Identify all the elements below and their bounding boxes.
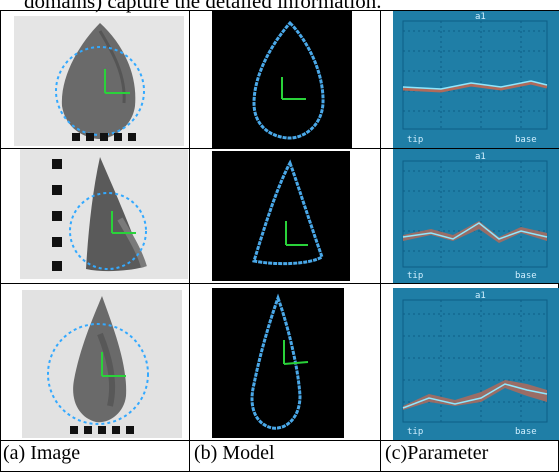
top-text: domains) capture the detailed informatio… [24,0,382,13]
artifact-photo-2 [0,149,189,283]
plot-title: a1 [475,291,486,301]
row-divider [0,283,559,284]
parameter-plot-2: a1 tip base [381,149,559,283]
contour-model-3 [190,284,380,440]
plot-xlabel-left: tip [407,427,423,437]
plot-xlabel-right: base [515,271,537,281]
caption-model: (b) Model [194,442,275,464]
caption-image: (a) Image [3,442,81,464]
plot-title: a1 [475,12,486,22]
plot-title: a1 [475,152,486,162]
artifact-photo-3 [0,284,189,440]
contour-model-1 [190,11,380,148]
contour-model-2 [190,149,380,283]
column-divider [380,10,381,472]
artifact-photo-1 [0,11,189,148]
parameter-plot-3: a1 tip base [381,284,559,440]
plot-xlabel-right: base [515,427,537,437]
plot-xlabel-left: tip [407,135,423,145]
column-divider [189,10,190,472]
plot-xlabel-right: base [515,135,537,145]
row-divider [0,148,559,149]
row-divider [0,440,559,441]
plot-xlabel-left: tip [407,271,423,281]
caption-parameter: (c)Parameter [385,442,489,464]
parameter-plot-1: a1 tip base [381,11,559,148]
